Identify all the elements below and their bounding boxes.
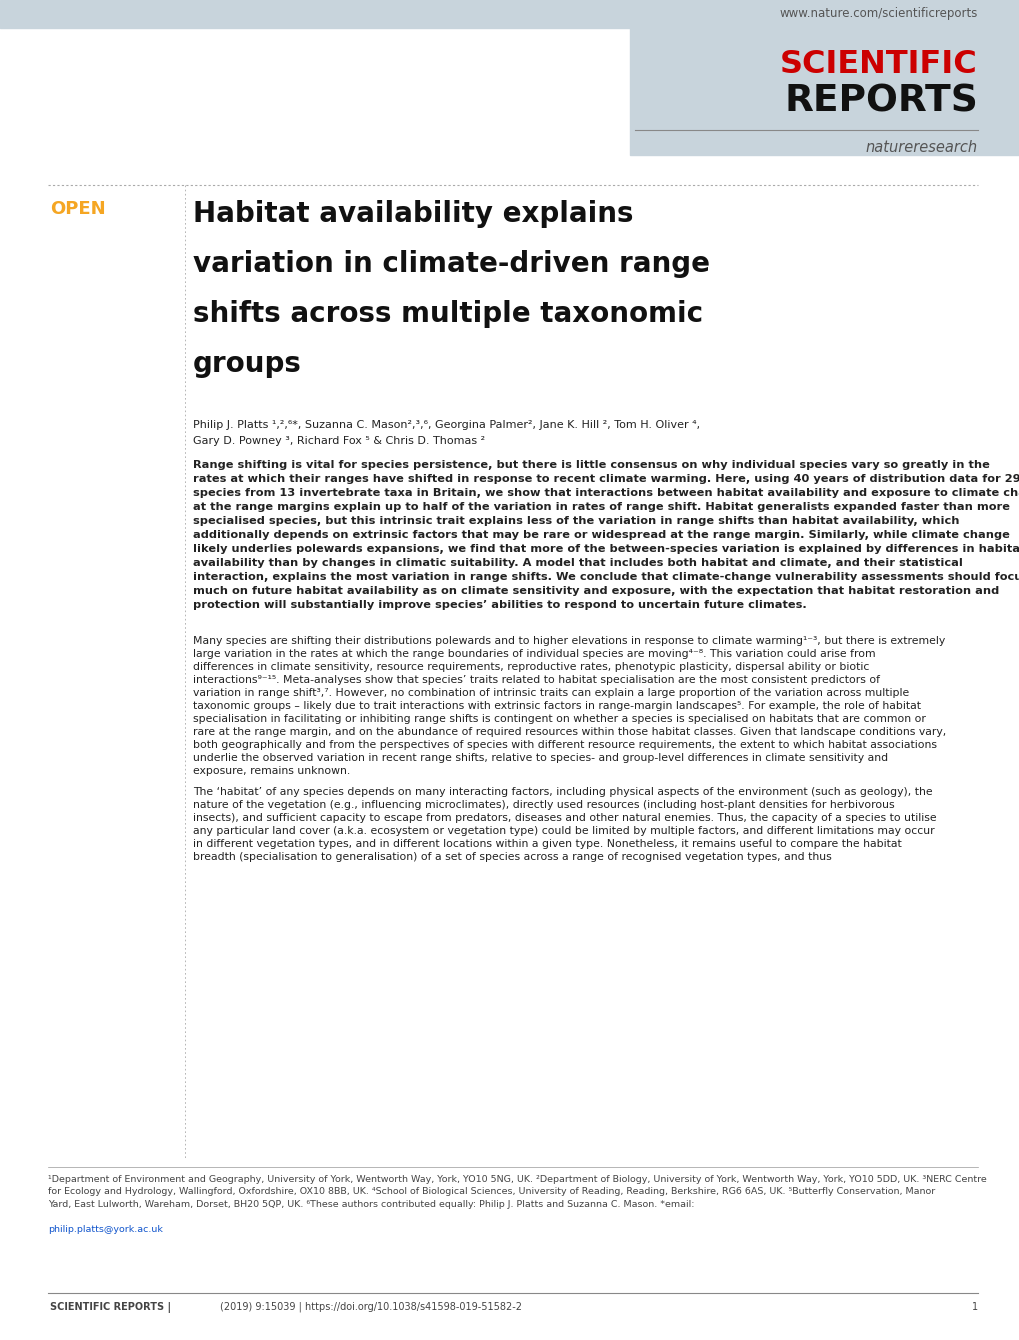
Bar bbox=[0, 0, 1019, 28]
Text: shifts across multiple taxonomic: shifts across multiple taxonomic bbox=[193, 300, 702, 328]
Text: likely underlies polewards expansions, we find that more of the between-species : likely underlies polewards expansions, w… bbox=[193, 544, 1019, 553]
Text: large variation in the rates at which the range boundaries of individual species: large variation in the rates at which th… bbox=[193, 649, 874, 659]
Text: Yard, East Lulworth, Wareham, Dorset, BH20 5QP, UK. ⁶These authors contributed e: Yard, East Lulworth, Wareham, Dorset, BH… bbox=[48, 1201, 694, 1209]
Text: www.nature.com/scientificreports: www.nature.com/scientificreports bbox=[779, 7, 977, 20]
Text: SCIENTIFIC: SCIENTIFIC bbox=[780, 50, 977, 80]
Text: specialised species, but this intrinsic trait explains less of the variation in : specialised species, but this intrinsic … bbox=[193, 516, 959, 527]
Text: interactions⁹⁻¹⁵. Meta-analyses show that species’ traits related to habitat spe: interactions⁹⁻¹⁵. Meta-analyses show tha… bbox=[193, 675, 879, 685]
Text: exposure, remains unknown.: exposure, remains unknown. bbox=[193, 766, 350, 776]
Text: interaction, explains the most variation in range shifts. We conclude that clima: interaction, explains the most variation… bbox=[193, 572, 1019, 582]
Text: specialisation in facilitating or inhibiting range shifts is contingent on wheth: specialisation in facilitating or inhibi… bbox=[193, 714, 925, 724]
Text: groups: groups bbox=[193, 350, 302, 378]
Text: rare at the range margin, and on the abundance of required resources within thos: rare at the range margin, and on the abu… bbox=[193, 728, 946, 737]
Text: underlie the observed variation in recent range shifts, relative to species- and: underlie the observed variation in recen… bbox=[193, 753, 888, 762]
Text: Range shifting is vital for species persistence, but there is little consensus o: Range shifting is vital for species pers… bbox=[193, 460, 988, 470]
Text: breadth (specialisation to generalisation) of a set of species across a range of: breadth (specialisation to generalisatio… bbox=[193, 852, 830, 862]
Text: OPEN: OPEN bbox=[50, 200, 106, 218]
Text: variation in climate-driven range: variation in climate-driven range bbox=[193, 251, 709, 277]
Text: SCIENTIFIC REPORTS |: SCIENTIFIC REPORTS | bbox=[50, 1302, 171, 1313]
Text: for Ecology and Hydrology, Wallingford, Oxfordshire, OX10 8BB, UK. ⁴School of Bi: for Ecology and Hydrology, Wallingford, … bbox=[48, 1187, 934, 1197]
Text: availability than by changes in climatic suitability. A model that includes both: availability than by changes in climatic… bbox=[193, 557, 962, 568]
Text: at the range margins explain up to half of the variation in rates of range shift: at the range margins explain up to half … bbox=[193, 502, 1009, 512]
Text: The ‘habitat’ of any species depends on many interacting factors, including phys: The ‘habitat’ of any species depends on … bbox=[193, 787, 931, 797]
Text: insects), and sufficient capacity to escape from predators, diseases and other n: insects), and sufficient capacity to esc… bbox=[193, 813, 935, 823]
Text: natureresearch: natureresearch bbox=[865, 139, 977, 155]
Text: nature of the vegetation (e.g., influencing microclimates), directly used resour: nature of the vegetation (e.g., influenc… bbox=[193, 800, 894, 809]
Text: taxonomic groups – likely due to trait interactions with extrinsic factors in ra: taxonomic groups – likely due to trait i… bbox=[193, 701, 920, 712]
Text: in different vegetation types, and in different locations within a given type. N: in different vegetation types, and in di… bbox=[193, 839, 901, 850]
Text: 1: 1 bbox=[971, 1302, 977, 1312]
Text: Gary D. Powney ³, Richard Fox ⁵ & Chris D. Thomas ²: Gary D. Powney ³, Richard Fox ⁵ & Chris … bbox=[193, 436, 485, 446]
Text: Philip J. Platts ¹,²,⁶*, Suzanna C. Mason²,³,⁶, Georgina Palmer², Jane K. Hill ²: Philip J. Platts ¹,²,⁶*, Suzanna C. Maso… bbox=[193, 419, 699, 430]
Text: any particular land cover (a.k.a. ecosystem or vegetation type) could be limited: any particular land cover (a.k.a. ecosys… bbox=[193, 825, 933, 836]
Text: much on future habitat availability as on climate sensitivity and exposure, with: much on future habitat availability as o… bbox=[193, 586, 999, 596]
Text: Many species are shifting their distributions polewards and to higher elevations: Many species are shifting their distribu… bbox=[193, 636, 945, 646]
Bar bbox=[630, 0, 1019, 155]
Text: ¹Department of Environment and Geography, University of York, Wentworth Way, Yor: ¹Department of Environment and Geography… bbox=[48, 1175, 985, 1185]
Text: differences in climate sensitivity, resource requirements, reproductive rates, p: differences in climate sensitivity, reso… bbox=[193, 662, 868, 671]
Text: both geographically and from the perspectives of species with different resource: both geographically and from the perspec… bbox=[193, 740, 936, 750]
Text: Habitat availability explains: Habitat availability explains bbox=[193, 200, 633, 228]
Text: protection will substantially improve species’ abilities to respond to uncertain: protection will substantially improve sp… bbox=[193, 600, 806, 610]
Text: species from 13 invertebrate taxa in Britain, we show that interactions between : species from 13 invertebrate taxa in Bri… bbox=[193, 488, 1019, 498]
Text: additionally depends on extrinsic factors that may be rare or widespread at the : additionally depends on extrinsic factor… bbox=[193, 531, 1009, 540]
Text: variation in range shift³,⁷. However, no combination of intrinsic traits can exp: variation in range shift³,⁷. However, no… bbox=[193, 687, 908, 698]
Text: REPORTS: REPORTS bbox=[784, 84, 977, 121]
Text: philip.platts@york.ac.uk: philip.platts@york.ac.uk bbox=[48, 1225, 163, 1234]
Text: rates at which their ranges have shifted in response to recent climate warming. : rates at which their ranges have shifted… bbox=[193, 474, 1019, 484]
Text: (2019) 9:15039 | https://doi.org/10.1038/s41598-019-51582-2: (2019) 9:15039 | https://doi.org/10.1038… bbox=[220, 1302, 522, 1312]
